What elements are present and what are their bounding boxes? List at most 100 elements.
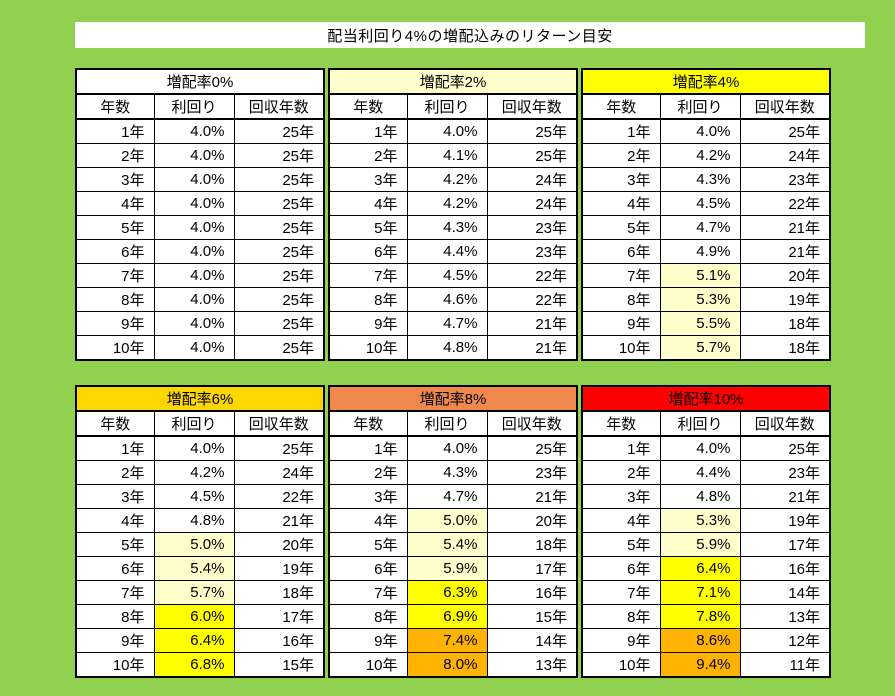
table-row: 3年 4.2% 24年 [328,167,578,192]
table-row: 3年 4.3% 23年 [581,167,831,192]
table-row: 2年 4.0% 25年 [75,143,325,168]
cell-payback-years: 17年 [739,532,831,557]
column-header-payback: 回収年数 [739,410,831,437]
table-row: 9年 4.7% 21年 [328,311,578,336]
table-row: 9年 5.5% 18年 [581,311,831,336]
table-row: 5年 4.7% 21年 [581,215,831,240]
table-body: 1年 4.0% 25年 2年 4.1% 25年 3年 4.2% 24年 4年 4.2% 24年 5年 4.… [328,118,578,361]
table-row: 6年 4.4% 23年 [328,239,578,264]
cell-yield: 6.4% [659,556,741,581]
cell-yield: 7.8% [659,604,741,629]
table-row: 9年 7.4% 14年 [328,628,578,653]
cell-yield: 4.5% [659,191,741,216]
table-row: 5年 4.3% 23年 [328,215,578,240]
table-row: 2年 4.4% 23年 [581,460,831,485]
cell-yield: 4.7% [659,215,741,240]
cell-payback-years: 21年 [486,335,578,361]
cell-yield: 5.4% [153,556,235,581]
cell-years: 1年 [328,118,408,144]
cell-yield: 4.8% [406,335,488,361]
column-header-yield: 利回り [153,410,235,437]
cell-years: 10年 [75,652,155,678]
table-row: 8年 6.9% 15年 [328,604,578,629]
cell-years: 2年 [328,143,408,168]
cell-years: 7年 [328,580,408,605]
table-row: 1年 4.0% 25年 [328,435,578,461]
cell-yield: 4.2% [406,191,488,216]
table-row: 6年 5.9% 17年 [328,556,578,581]
table-header: 増配率6% [75,385,325,412]
table-row: 5年 5.4% 18年 [328,532,578,557]
cell-years: 1年 [75,435,155,461]
cell-payback-years: 18年 [233,580,325,605]
cell-years: 6年 [581,556,661,581]
table-row: 7年 7.1% 14年 [581,580,831,605]
cell-yield: 4.3% [406,215,488,240]
cell-payback-years: 20年 [233,532,325,557]
cell-payback-years: 25年 [233,215,325,240]
table-row: 6年 6.4% 16年 [581,556,831,581]
cell-yield: 5.7% [659,335,741,361]
table-row: 10年 8.0% 13年 [328,652,578,678]
cell-payback-years: 21年 [739,239,831,264]
table-header: 増配率10% [581,385,831,412]
cell-years: 4年 [581,191,661,216]
cell-yield: 4.7% [406,484,488,509]
table-row: 3年 4.8% 21年 [581,484,831,509]
cell-years: 5年 [581,532,661,557]
table-row: 10年 4.0% 25年 [75,335,325,361]
table-row: 5年 4.0% 25年 [75,215,325,240]
cell-payback-years: 22年 [233,484,325,509]
cell-yield: 4.0% [153,118,235,144]
column-header-years: 年数 [75,93,155,120]
table-row: 9年 6.4% 16年 [75,628,325,653]
cell-yield: 4.2% [153,460,235,485]
cell-years: 1年 [75,118,155,144]
cell-years: 8年 [581,604,661,629]
column-header-years: 年数 [75,410,155,437]
cell-years: 3年 [328,484,408,509]
cell-payback-years: 23年 [486,215,578,240]
table-row: 10年 6.8% 15年 [75,652,325,678]
cell-years: 6年 [75,556,155,581]
cell-payback-years: 24年 [233,460,325,485]
cell-years: 4年 [75,508,155,533]
table-row: 2年 4.2% 24年 [75,460,325,485]
cell-yield: 4.8% [153,508,235,533]
cell-years: 9年 [581,311,661,336]
cell-payback-years: 25年 [233,167,325,192]
cell-years: 2年 [328,460,408,485]
cell-yield: 9.4% [659,652,741,678]
cell-years: 4年 [581,508,661,533]
cell-yield: 4.7% [406,311,488,336]
cell-payback-years: 14年 [486,628,578,653]
column-header-yield: 利回り [406,93,488,120]
cell-years: 5年 [328,532,408,557]
cell-yield: 4.0% [659,118,741,144]
cell-years: 9年 [581,628,661,653]
column-header-payback: 回収年数 [233,410,325,437]
cell-years: 9年 [75,628,155,653]
cell-payback-years: 21年 [486,311,578,336]
table-header: 増配率8% [328,385,578,412]
table-row: 4年 4.2% 24年 [328,191,578,216]
table-row: 9年 4.0% 25年 [75,311,325,336]
cell-years: 1年 [581,118,661,144]
cell-yield: 4.0% [153,263,235,288]
column-header-years: 年数 [328,93,408,120]
cell-years: 2年 [581,460,661,485]
cell-years: 9年 [328,628,408,653]
cell-years: 7年 [328,263,408,288]
cell-yield: 5.1% [659,263,741,288]
cell-payback-years: 14年 [739,580,831,605]
cell-years: 9年 [75,311,155,336]
cell-payback-years: 25年 [486,143,578,168]
table-row: 3年 4.7% 21年 [328,484,578,509]
cell-yield: 5.0% [406,508,488,533]
cell-payback-years: 19年 [739,508,831,533]
table-row: 10年 5.7% 18年 [581,335,831,361]
cell-yield: 4.0% [153,287,235,312]
cell-payback-years: 22年 [739,191,831,216]
cell-yield: 4.5% [406,263,488,288]
table-zohairitsu-8pct: 増配率8% 年数 利回り 回収年数 1年 4.0% 25年 2年 4.3% 23年 3年 4.… [328,385,579,678]
